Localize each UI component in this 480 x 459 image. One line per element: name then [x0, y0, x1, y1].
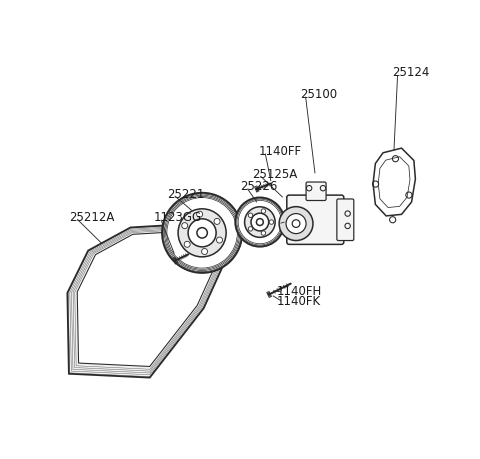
Circle shape — [248, 227, 252, 232]
Text: 1140FF: 1140FF — [258, 144, 301, 157]
FancyBboxPatch shape — [287, 196, 344, 245]
Circle shape — [235, 198, 285, 247]
Text: 1123GG: 1123GG — [154, 210, 202, 223]
Circle shape — [269, 220, 274, 225]
Circle shape — [188, 219, 216, 247]
Text: 1140FH: 1140FH — [277, 284, 322, 297]
Text: 25100: 25100 — [300, 87, 337, 101]
Circle shape — [251, 214, 269, 231]
Polygon shape — [373, 149, 415, 217]
Text: 25212A: 25212A — [69, 210, 114, 223]
Text: 1140FK: 1140FK — [277, 295, 321, 308]
Text: 25125A: 25125A — [252, 167, 298, 180]
Circle shape — [245, 207, 275, 238]
Text: 25124: 25124 — [392, 66, 430, 79]
Circle shape — [261, 209, 265, 214]
Circle shape — [256, 219, 264, 226]
Circle shape — [178, 209, 226, 257]
Circle shape — [248, 213, 252, 218]
FancyBboxPatch shape — [306, 183, 326, 201]
Text: 25221: 25221 — [168, 187, 205, 200]
Circle shape — [261, 231, 265, 236]
Circle shape — [182, 223, 188, 229]
Circle shape — [197, 212, 203, 218]
Polygon shape — [77, 231, 214, 367]
Polygon shape — [67, 224, 223, 378]
Circle shape — [279, 207, 313, 241]
Circle shape — [216, 237, 223, 244]
Circle shape — [286, 214, 306, 234]
Circle shape — [202, 249, 207, 255]
FancyBboxPatch shape — [337, 200, 354, 241]
Circle shape — [292, 220, 300, 228]
Text: 25226: 25226 — [240, 179, 278, 192]
Circle shape — [162, 193, 242, 273]
Circle shape — [184, 242, 190, 248]
Circle shape — [214, 219, 220, 225]
Circle shape — [197, 228, 207, 239]
